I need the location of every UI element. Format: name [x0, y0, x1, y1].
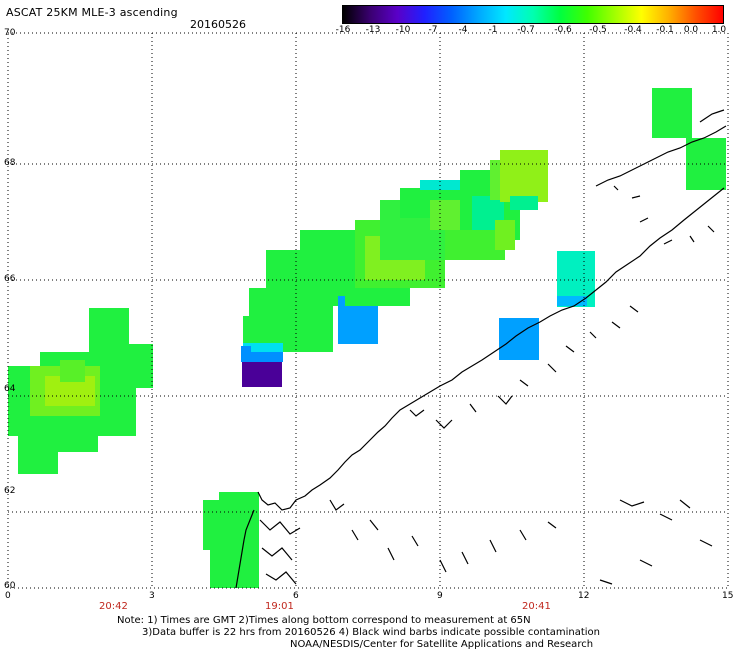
data-cell: [499, 318, 539, 360]
time-label: 20:42: [99, 601, 128, 612]
coastline-path: [613, 185, 715, 245]
footnote-line: NOAA/NESDIS/Center for Satellite Applica…: [290, 639, 594, 650]
wind-data-layer: [8, 88, 726, 588]
colorbar-label: -16: [335, 25, 351, 35]
lon-label: 0: [5, 591, 11, 601]
colorbar-label: -4: [458, 25, 468, 35]
colorbar-label: -13: [365, 25, 381, 35]
data-cell: [557, 296, 587, 306]
coastline-path: [599, 499, 713, 585]
plot-frame: [7, 32, 729, 589]
data-cell: [243, 343, 283, 353]
colorbar-label: -0.7: [517, 25, 535, 35]
colorbar-label: -1: [488, 25, 498, 35]
data-cell: [243, 316, 285, 346]
lon-label: 6: [293, 591, 299, 601]
lat-label: 66: [4, 274, 16, 284]
footnote-line: 3)Data buffer is 22 hrs from 20160526 4)…: [142, 627, 600, 638]
coastline-path: [235, 509, 255, 589]
data-cell: [89, 308, 129, 346]
coastline-path: [329, 499, 557, 573]
colorbar-label: -7: [428, 25, 438, 35]
graticule: [8, 33, 728, 588]
coastline-path: [257, 187, 725, 511]
coastline-path: [259, 519, 301, 585]
lat-label: 64: [4, 384, 16, 394]
colorbar-label: -0.5: [589, 25, 607, 35]
data-cell: [18, 450, 58, 474]
footnote-line: Note: 1) Times are GMT 2)Times along bot…: [117, 615, 531, 626]
data-cell: [241, 346, 251, 362]
data-cell: [203, 500, 233, 550]
product-date: 20160526: [190, 18, 246, 31]
colorbar-labels: -16 -13 -10 -7 -4 -1 -0.7 -0.6 -0.5 -0.4…: [330, 25, 734, 37]
data-cell: [18, 430, 98, 452]
colorbar-label: -0.1: [656, 25, 674, 35]
coastline-path: [409, 305, 639, 429]
product-title: ASCAT 25KM MLE-3 ascending: [6, 6, 178, 19]
lat-label: 60: [4, 581, 16, 591]
coastline: [235, 109, 727, 589]
data-cell: [210, 545, 250, 588]
colorbar-label: 1.0: [711, 25, 727, 35]
data-cell: [510, 196, 538, 210]
coastline-path: [595, 125, 727, 187]
time-label: 19:01: [265, 601, 294, 612]
data-cell: [251, 352, 283, 362]
data-cell: [242, 362, 282, 387]
data-cell: [652, 88, 692, 138]
data-cell: [495, 220, 515, 250]
data-cell: [60, 360, 85, 382]
colorbar-label: -0.6: [554, 25, 572, 35]
lon-label: 15: [722, 591, 734, 601]
colorbar-label: 0.0: [683, 25, 699, 35]
lat-label: 68: [4, 158, 16, 168]
lat-label: 70: [4, 28, 16, 38]
lon-label: 12: [578, 591, 590, 601]
coastline-path: [699, 109, 725, 123]
lon-label: 3: [149, 591, 155, 601]
time-label: 20:41: [522, 601, 551, 612]
colorbar-label: -10: [395, 25, 411, 35]
lon-label: 9: [437, 591, 443, 601]
lat-label: 62: [4, 486, 16, 496]
data-cell: [500, 150, 548, 202]
colorbar: [342, 5, 724, 24]
colorbar-label: -0.4: [624, 25, 642, 35]
